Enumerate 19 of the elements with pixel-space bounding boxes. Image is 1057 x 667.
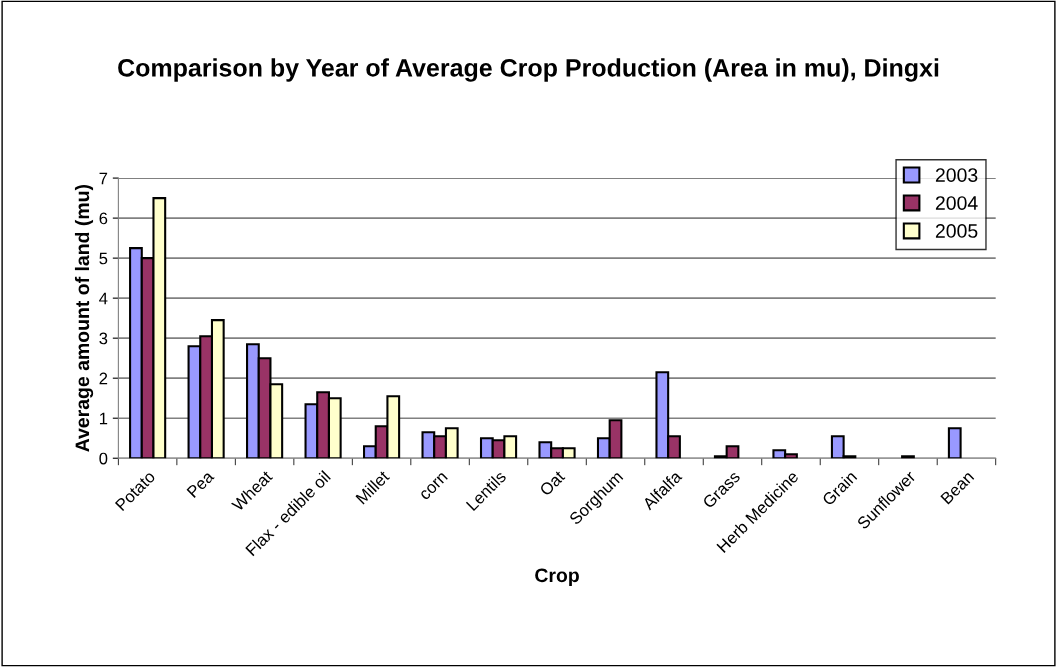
chart-title: Comparison by Year of Average Crop Production (Area in mu), Dingxi xyxy=(118,58,939,82)
x-tick-label: corn xyxy=(419,472,448,501)
y-tick-label: 6 xyxy=(99,212,108,225)
y-tick-label: 3 xyxy=(99,332,108,345)
y-tick-label: 2 xyxy=(99,372,108,385)
y-tick-label: 7 xyxy=(99,172,108,185)
x-axis-title: Crop xyxy=(535,568,579,587)
legend-label: 2005 xyxy=(935,224,978,238)
y-tick-label: 4 xyxy=(99,292,108,305)
legend-label: 2003 xyxy=(935,168,978,182)
y-axis-title: Average amount of land (mu) xyxy=(74,184,94,452)
x-tick-label: Oat xyxy=(538,469,566,497)
y-tick-label: 1 xyxy=(99,412,108,425)
y-tick-label: 0 xyxy=(99,452,108,465)
bar xyxy=(947,427,962,459)
legend-label: 2004 xyxy=(935,196,978,210)
y-tick-label: 5 xyxy=(99,252,108,265)
bar xyxy=(901,455,915,459)
x-tick-label: Pea xyxy=(186,469,215,498)
